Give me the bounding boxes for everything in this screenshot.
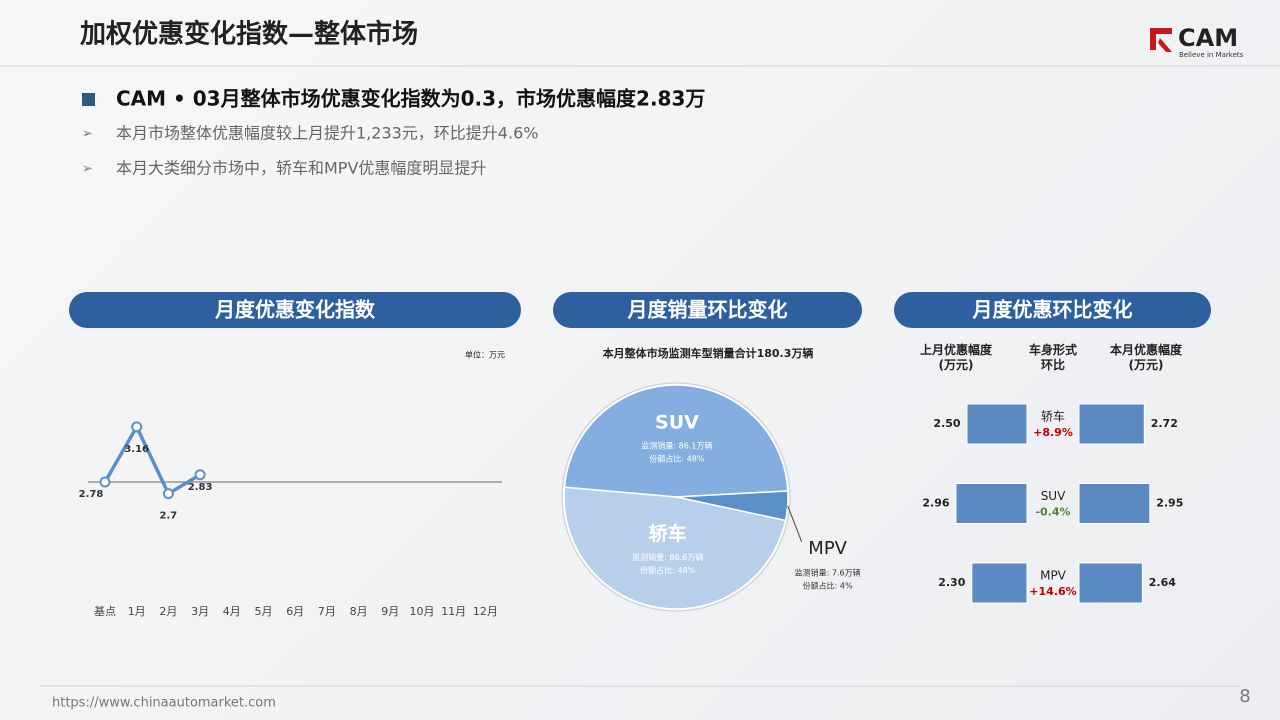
x-tick-label: 1月 — [128, 605, 146, 618]
logo-icon — [1150, 28, 1172, 52]
slice-share: 份额占比: 48% — [640, 565, 695, 575]
bar — [971, 562, 1028, 604]
data-label: 2.83 — [188, 482, 213, 493]
bar — [955, 483, 1028, 524]
category-label: 轿车 — [1041, 409, 1065, 424]
bullet-marker: ➢ — [82, 127, 93, 142]
point — [131, 421, 143, 433]
data-label: 2.50 — [933, 417, 960, 430]
x-tick-label: 9月 — [381, 605, 399, 618]
x-tick-label: 4月 — [223, 605, 241, 618]
slice-value: 监测销量: 7.6万辆 — [795, 567, 861, 577]
x-tick-label: 基点 — [94, 605, 116, 618]
slice-name: 轿车 — [649, 522, 687, 545]
slogan: Believe in Markets — [1179, 51, 1244, 59]
data-label: 2.96 — [922, 497, 949, 510]
series-line — [103, 423, 201, 497]
section-header — [894, 292, 1211, 328]
slice-name: MPV — [808, 538, 847, 559]
leader-line — [787, 505, 803, 542]
slice-value: 监测销量: 86.6万辆 — [632, 552, 703, 562]
headline-marker — [82, 93, 95, 106]
category-label: SUV — [1041, 489, 1066, 503]
logo: CAM — [1178, 24, 1238, 52]
data-label: 3.16 — [124, 444, 149, 455]
bullet: 本月大类细分市场中，轿车和MPV优惠幅度明显提升 — [116, 159, 486, 178]
pie-slice — [563, 384, 789, 498]
bar — [1078, 562, 1143, 604]
data-label: 2.64 — [1149, 576, 1176, 589]
section-header — [553, 292, 862, 328]
slice-name: SUV — [655, 412, 699, 434]
data-label: 2.72 — [1151, 417, 1178, 430]
data-label: 2.30 — [938, 576, 965, 589]
x-tick-label: 11月 — [441, 605, 466, 618]
x-tick-label: 8月 — [350, 605, 368, 618]
unit-label: 单位：万元 — [465, 350, 505, 360]
section-header — [69, 292, 521, 328]
pie-ring — [561, 382, 791, 612]
bullet-marker: ➢ — [82, 162, 93, 177]
bullet: 本月市场整体优惠幅度较上月提升1,233元，环比提升4.6% — [116, 124, 538, 143]
section-title: 月度优惠变化指数 — [214, 298, 376, 322]
column-header: 上月优惠幅度(万元) — [919, 343, 992, 372]
section-title: 月度销量环比变化 — [627, 298, 788, 322]
change-label: +14.6% — [1029, 585, 1076, 598]
x-tick-label: 2月 — [159, 605, 177, 618]
column-header: 本月优惠幅度(万元) — [1109, 343, 1182, 372]
x-tick-label: 10月 — [410, 605, 435, 618]
page-number: 8 — [1239, 686, 1250, 707]
data-label: 2.7 — [160, 511, 178, 522]
x-tick-label: 7月 — [318, 605, 336, 618]
bar — [1078, 483, 1151, 524]
point — [162, 488, 174, 500]
title: 加权优惠变化指数—整体市场 — [80, 19, 418, 50]
slice-value: 监测销量: 86.1万辆 — [641, 441, 712, 451]
data-label: 2.95 — [1156, 497, 1183, 510]
change-label: +8.9% — [1033, 426, 1073, 439]
slice-share: 份额占比: 48% — [649, 454, 704, 464]
x-tick-label: 12月 — [473, 605, 498, 618]
category-label: MPV — [1040, 569, 1067, 583]
subtitle: 本月整体市场监测车型销量合计180.3万辆 — [603, 346, 814, 360]
x-tick-label: 5月 — [255, 605, 273, 618]
point — [194, 469, 206, 481]
slice-share: 份额占比: 4% — [803, 580, 853, 590]
headline: CAM • 03月整体市场优惠变化指数为0.3，市场优惠幅度2.83万 — [116, 87, 705, 111]
point — [99, 476, 111, 488]
bar — [966, 403, 1028, 445]
column-header: 车身形式环比 — [1028, 343, 1077, 372]
pie-slice — [563, 486, 787, 610]
data-label: 2.78 — [79, 489, 104, 500]
x-tick-label: 6月 — [286, 605, 304, 618]
section-title: 月度优惠环比变化 — [972, 298, 1133, 322]
footer-url: https://www.chinaautomarket.com — [52, 696, 276, 711]
change-label: -0.4% — [1035, 506, 1070, 519]
x-tick-label: 3月 — [191, 605, 209, 618]
bar — [1078, 403, 1145, 445]
